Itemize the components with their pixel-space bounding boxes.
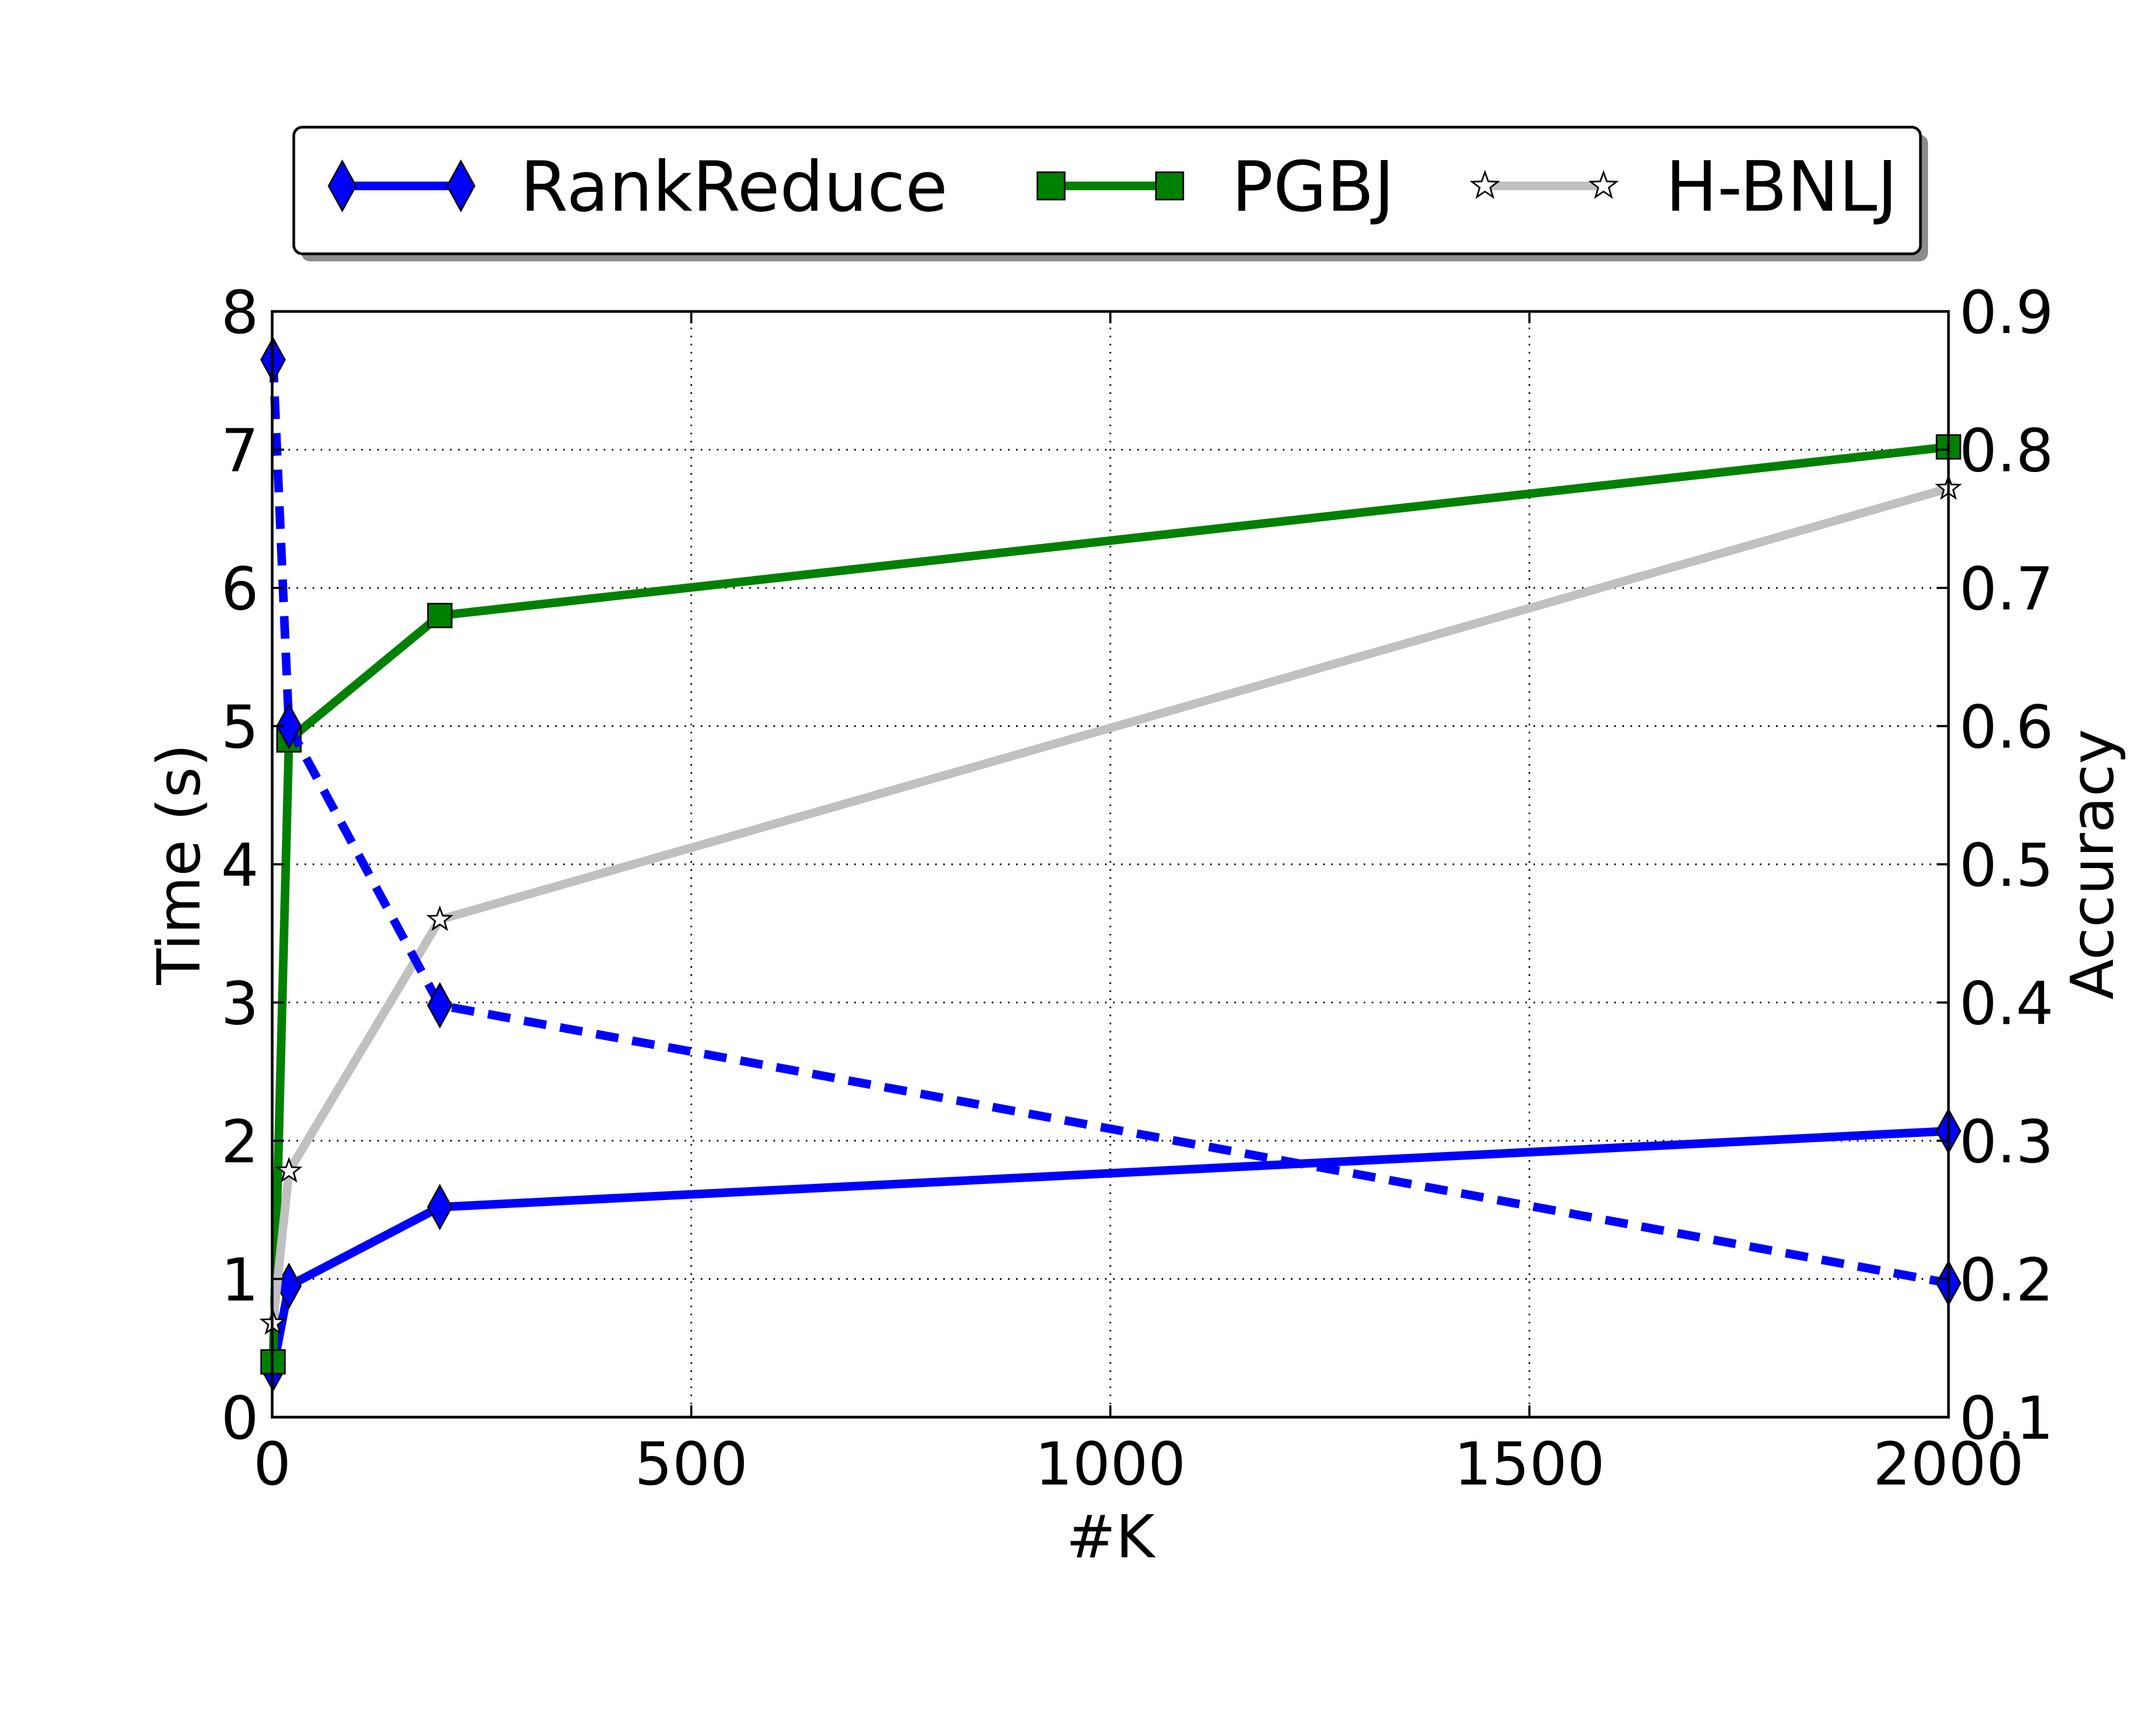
y2-tick-label: 0.9 xyxy=(1959,278,2054,347)
y-tick-label: 2 xyxy=(221,1107,259,1176)
x-tick-label: 0 xyxy=(253,1430,291,1499)
y2-tick-label: 0.5 xyxy=(1959,831,2054,900)
y2-tick-label: 0.6 xyxy=(1959,693,2054,762)
legend-item-pgbj: PGBJ xyxy=(1036,147,1394,227)
grid-layer xyxy=(272,311,1948,1417)
legend-label: RankReduce xyxy=(520,147,948,227)
legend-item-h-bnlj: H-BNLJ xyxy=(1469,147,1898,227)
data-point-marker xyxy=(276,703,302,750)
x-tick-label: 1000 xyxy=(1035,1430,1186,1499)
data-point-marker xyxy=(427,1184,453,1231)
legend: RankReduce PGBJ H-BNLJ xyxy=(292,126,1928,261)
data-point-marker xyxy=(275,1156,303,1183)
y-tick-label: 7 xyxy=(221,417,259,485)
y-tick-label: 0 xyxy=(221,1384,259,1453)
legend-marker xyxy=(1469,170,1501,199)
x-axis-title: #K xyxy=(1066,1502,1156,1571)
series-line xyxy=(268,442,1949,1362)
legend-marker xyxy=(327,159,357,213)
y-tick-label: 5 xyxy=(221,693,259,762)
legend-items: RankReduce PGBJ H-BNLJ xyxy=(327,147,1898,227)
legend-item-rankreduce: RankReduce xyxy=(327,147,948,227)
y2-tick-label: 0.1 xyxy=(1959,1384,2054,1453)
y2-tick-label: 0.7 xyxy=(1959,554,2054,623)
data-point-marker xyxy=(427,602,453,628)
y-tick-label: 8 xyxy=(221,278,259,347)
y-axis-title: Time (s) xyxy=(144,744,213,985)
tick-layer: 0 500 1000 1500 2000 0 1 2 3 4 5 6 7 8 0.1 0.2 0.3 0.4 0.5… xyxy=(221,278,2054,1499)
data-point-marker xyxy=(426,905,454,931)
legend-label: PGBJ xyxy=(1232,147,1394,227)
y2-tick-label: 0.8 xyxy=(1959,417,2054,485)
legend-box xyxy=(292,126,1922,255)
series-layer xyxy=(259,336,1962,1392)
series-line xyxy=(268,484,1950,1324)
x-tick-label: 500 xyxy=(635,1430,748,1499)
series-line xyxy=(268,1127,1949,1370)
legend-marker xyxy=(1036,171,1066,200)
data-point-marker xyxy=(427,982,453,1029)
y2-axis-title: Accuracy xyxy=(2058,729,2127,1000)
y-tick-label: 4 xyxy=(221,831,259,900)
y-tick-label: 6 xyxy=(221,554,259,623)
y2-tick-label: 0.4 xyxy=(1959,969,2054,1038)
y2-tick-label: 0.3 xyxy=(1959,1107,2054,1176)
series-line xyxy=(268,359,1950,1288)
legend-label: H-BNLJ xyxy=(1666,147,1898,227)
x-tick-label: 2000 xyxy=(1873,1430,2024,1499)
x-tick-label: 1500 xyxy=(1454,1430,1605,1499)
y2-tick-label: 0.2 xyxy=(1959,1246,2054,1315)
legend-marker xyxy=(1155,171,1184,200)
y-tick-label: 3 xyxy=(221,969,259,1038)
y-tick-label: 1 xyxy=(221,1246,259,1315)
legend-marker xyxy=(1588,170,1619,199)
series-accuracy-right xyxy=(260,336,1961,1307)
legend-marker xyxy=(446,159,476,213)
